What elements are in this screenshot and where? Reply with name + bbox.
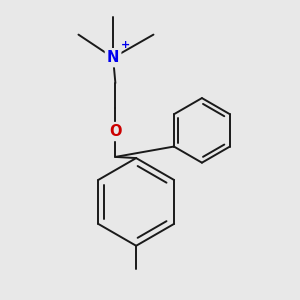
Text: O: O <box>109 124 122 139</box>
Text: +: + <box>121 40 130 50</box>
Text: N: N <box>107 50 119 65</box>
